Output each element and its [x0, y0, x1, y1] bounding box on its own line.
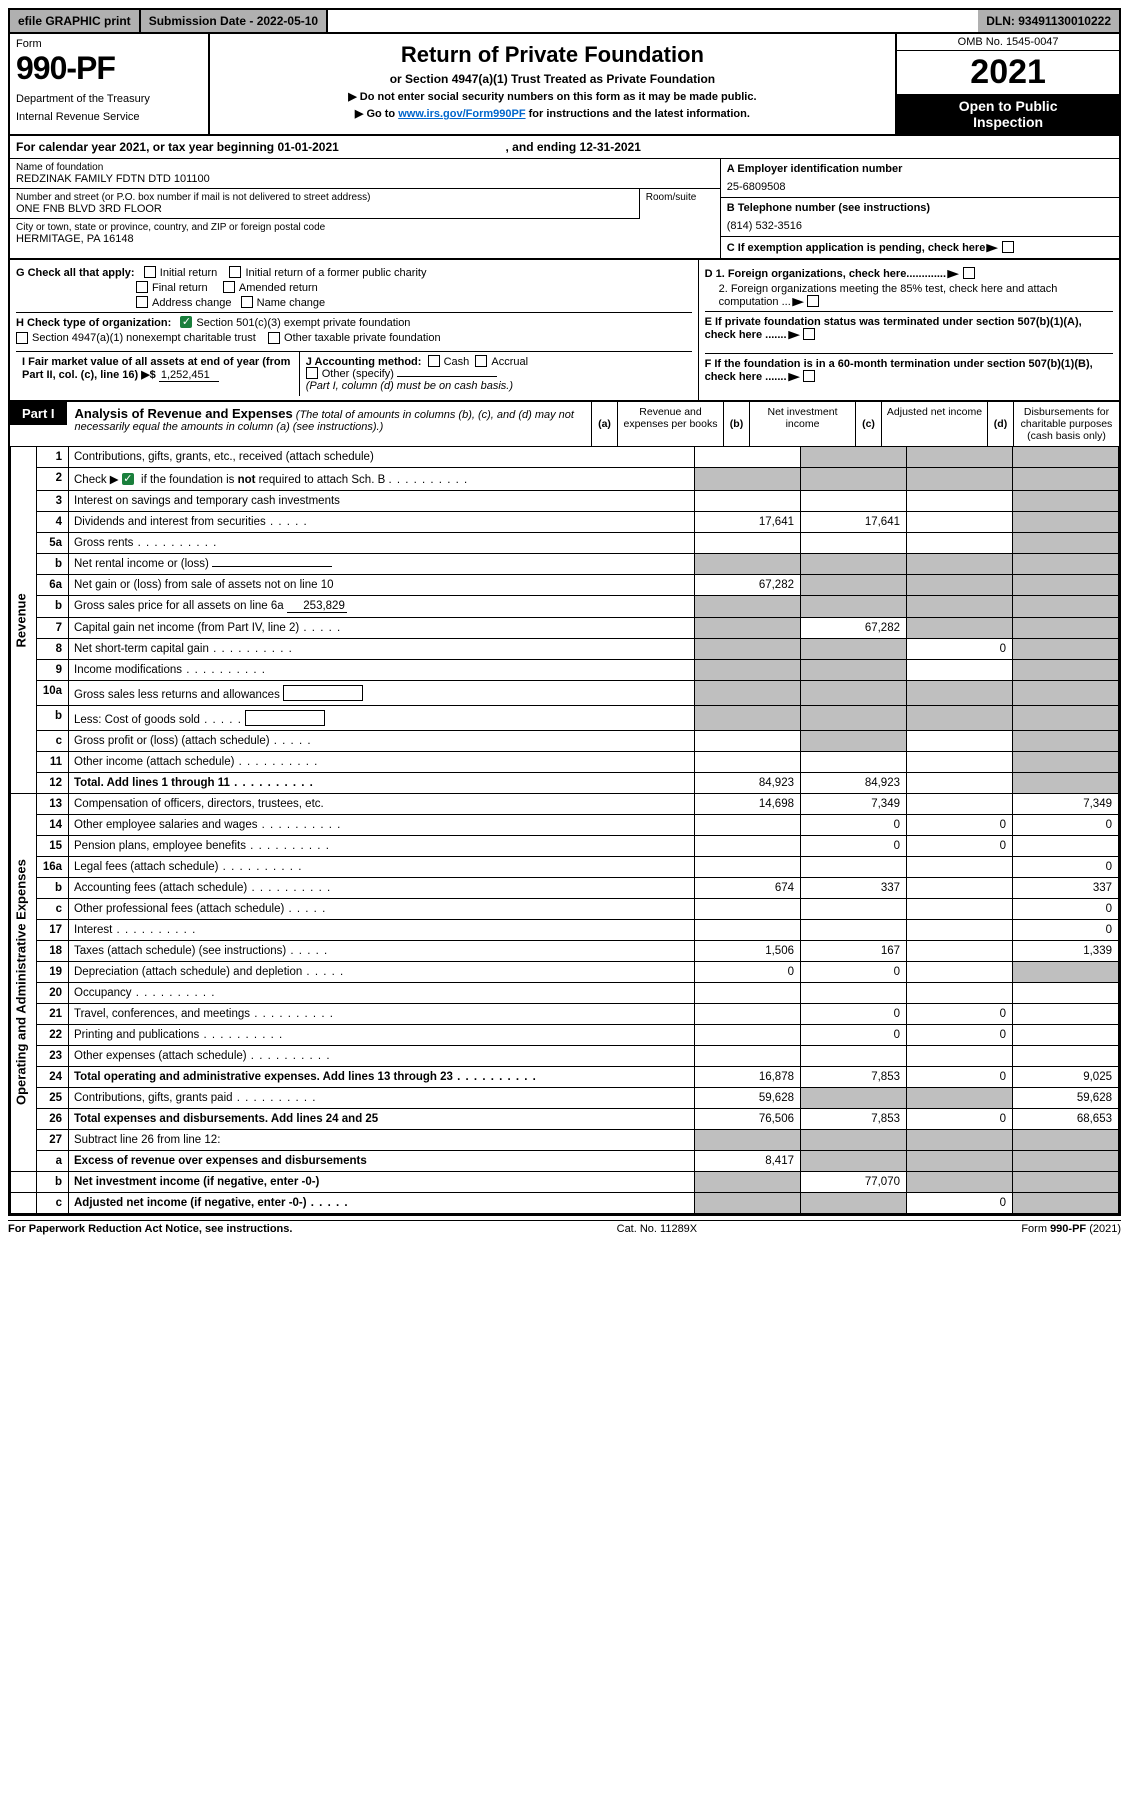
- i-j-row: I Fair market value of all assets at end…: [16, 351, 692, 396]
- part-badge: Part I: [10, 402, 67, 425]
- open-to-public-badge: Open to Public Inspection: [897, 94, 1119, 134]
- arrow-icon: ▶: [947, 267, 959, 280]
- part-i-wrap: Part I Analysis of Revenue and Expenses …: [8, 402, 1121, 1216]
- form-instr-2: ▶ Go to www.irs.gov/Form990PF for instru…: [220, 107, 886, 120]
- checkbox-final-return[interactable]: [136, 281, 148, 293]
- form-title-block: Return of Private Foundation or Section …: [210, 34, 898, 134]
- form-title: Return of Private Foundation: [220, 42, 886, 68]
- part-columns-header: (a) Revenue and expenses per books (b) N…: [591, 402, 1119, 446]
- room-suite-cell: Room/suite: [640, 189, 720, 219]
- form-id-block: Form 990-PF Department of the Treasury I…: [10, 34, 210, 134]
- street-cell: Number and street (or P.O. box number if…: [10, 189, 640, 219]
- checkbox-d2[interactable]: [807, 295, 819, 307]
- phone-box: B Telephone number (see instructions) (8…: [721, 198, 1119, 237]
- h-row: H Check type of organization: Section 50…: [16, 312, 692, 329]
- checkbox-f[interactable]: [803, 370, 815, 382]
- checkbox-accrual[interactable]: [475, 355, 487, 367]
- checkbox-amended[interactable]: [223, 281, 235, 293]
- form-subtitle: or Section 4947(a)(1) Trust Treated as P…: [220, 72, 886, 86]
- identity-block: Name of foundation REDZINAK FAMILY FDTN …: [8, 159, 1121, 260]
- checkbox-d1[interactable]: [963, 267, 975, 279]
- checkbox-name-change[interactable]: [241, 296, 253, 308]
- checkbox-other-taxable[interactable]: [268, 332, 280, 344]
- omb-number: OMB No. 1545-0047: [897, 34, 1119, 51]
- other-method-input[interactable]: [397, 376, 497, 377]
- form-year-block: OMB No. 1545-0047 2021 Open to Public In…: [897, 34, 1119, 134]
- checkbox-501c3-checked[interactable]: [180, 316, 192, 328]
- arrow-icon: ▶: [788, 328, 800, 341]
- f-row: F If the foundation is in a 60-month ter…: [705, 353, 1113, 383]
- checkbox-4947[interactable]: [16, 332, 28, 344]
- expenses-sidelabel: Operating and Administrative Expenses: [11, 793, 37, 1171]
- calendar-year-line: For calendar year 2021, or tax year begi…: [8, 136, 1121, 159]
- d1-row: D 1. Foreign organizations, check here..…: [705, 267, 1113, 280]
- part-i-table: Revenue 1 Contributions, gifts, grants, …: [10, 447, 1119, 1214]
- check-block: G Check all that apply: Initial return I…: [8, 260, 1121, 402]
- checkbox-cash[interactable]: [428, 355, 440, 367]
- efile-graphic-label: efile GRAPHIC print: [10, 10, 141, 32]
- checkbox-sch-b[interactable]: [122, 473, 134, 485]
- checkbox-e[interactable]: [803, 328, 815, 340]
- dln-label: DLN: 93491130010222: [978, 10, 1119, 32]
- arrow-icon: ▶: [987, 241, 999, 254]
- revenue-sidelabel: Revenue: [11, 447, 37, 794]
- dept-line-1: Department of the Treasury: [16, 93, 202, 105]
- exemption-pending-box: C If exemption application is pending, c…: [721, 237, 1119, 258]
- gross-sales-6a: 253,829: [287, 600, 347, 613]
- form-instr-1: ▶ Do not enter social security numbers o…: [220, 90, 886, 103]
- foundation-name-cell: Name of foundation REDZINAK FAMILY FDTN …: [10, 159, 720, 189]
- part-i-header: Part I Analysis of Revenue and Expenses …: [10, 402, 1119, 447]
- checkbox-other-method[interactable]: [306, 367, 318, 379]
- checkbox-initial-former[interactable]: [229, 266, 241, 278]
- checkbox-address-change[interactable]: [136, 296, 148, 308]
- fmv-value: 1,252,451: [159, 369, 219, 382]
- checkbox-initial-return[interactable]: [144, 266, 156, 278]
- form-header: Form 990-PF Department of the Treasury I…: [8, 34, 1121, 136]
- row-2-desc: Check ▶ if the foundation is not require…: [69, 467, 695, 490]
- cogs-input[interactable]: [245, 710, 325, 726]
- tax-year: 2021: [897, 51, 1119, 94]
- efile-bar: efile GRAPHIC print Submission Date - 20…: [8, 8, 1121, 34]
- net-rental-input[interactable]: [212, 566, 332, 567]
- catalog-number: Cat. No. 11289X: [617, 1223, 698, 1235]
- ein-box: A Employer identification number 25-6809…: [721, 159, 1119, 198]
- city-cell: City or town, state or province, country…: [10, 219, 720, 248]
- form-number: 990-PF: [16, 50, 202, 87]
- e-row: E If private foundation status was termi…: [705, 311, 1113, 341]
- pra-notice: For Paperwork Reduction Act Notice, see …: [8, 1223, 292, 1235]
- part-title-cell: Analysis of Revenue and Expenses (The to…: [67, 402, 591, 437]
- page-footer: For Paperwork Reduction Act Notice, see …: [8, 1220, 1121, 1235]
- gross-sales-10a[interactable]: [283, 685, 363, 701]
- d2-row: 2. Foreign organizations meeting the 85%…: [705, 283, 1113, 308]
- arrow-icon: ▶: [792, 295, 804, 308]
- submission-date-label: Submission Date - 2022-05-10: [141, 10, 328, 32]
- checkbox-c[interactable]: [1002, 241, 1014, 253]
- irs-link[interactable]: www.irs.gov/Form990PF: [398, 108, 525, 120]
- g-row: G Check all that apply: Initial return I…: [16, 267, 692, 279]
- arrow-icon: ▶: [788, 370, 800, 383]
- form-footer: Form 990-PF (2021): [1021, 1223, 1121, 1235]
- dept-line-2: Internal Revenue Service: [16, 111, 202, 123]
- form-word: Form: [16, 38, 202, 50]
